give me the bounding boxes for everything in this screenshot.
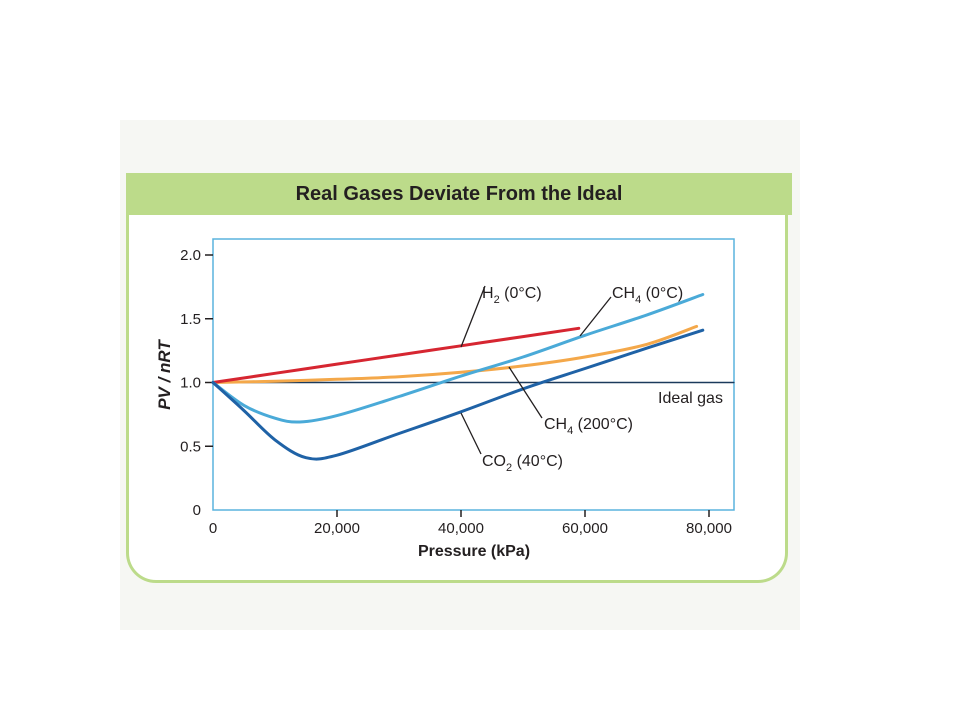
plot-area-border <box>212 238 735 511</box>
series-annotations: H2 (0°C) CH4 (0°C) CH4 (200°C) CO2 (40°C) Id… <box>460 285 723 474</box>
y-tick-label: 0.5 <box>180 438 201 455</box>
x-tick-label: 60,000 <box>562 520 608 537</box>
y-tick-label: 1.5 <box>180 311 201 328</box>
y-tick-label: 2.0 <box>180 247 201 264</box>
x-axis-ticks: 0 20,000 40,000 60,000 80,000 <box>209 510 732 537</box>
y-axis-label: PV / nRT <box>155 339 174 410</box>
series-line-ch4-0-c <box>211 293 705 424</box>
leader-line <box>579 296 612 337</box>
leader-line <box>508 366 543 419</box>
leader-line <box>460 285 486 348</box>
x-tick-label: 0 <box>209 520 217 537</box>
chart-title: Real Gases Deviate From the Ideal <box>295 182 623 205</box>
y-tick-label: 0 <box>193 502 201 519</box>
series-line-ch4-200-c <box>211 324 699 384</box>
series-line-h2-0-c <box>211 326 581 384</box>
ideal-gas-label: Ideal gas <box>658 390 723 407</box>
series-line-co2-40-c <box>211 328 705 461</box>
x-tick-label: 40,000 <box>438 520 484 537</box>
x-axis-label: Pressure (kPa) <box>418 543 530 560</box>
y-axis-ticks: 0 0.5 1.0 1.5 2.0 <box>180 247 213 519</box>
series-lines <box>211 293 735 461</box>
series-label: CO2 (40°C) <box>482 453 563 474</box>
leader-line <box>460 412 482 455</box>
series-label: H2 (0°C) <box>482 285 542 306</box>
y-tick-label: 1.0 <box>180 375 201 392</box>
series-label: CH4 (0°C) <box>612 285 683 306</box>
x-tick-label: 20,000 <box>314 520 360 537</box>
title-bar: Real Gases Deviate From the Ideal <box>126 173 792 215</box>
x-tick-label: 80,000 <box>686 520 732 537</box>
series-label: CH4 (200°C) <box>544 416 633 437</box>
